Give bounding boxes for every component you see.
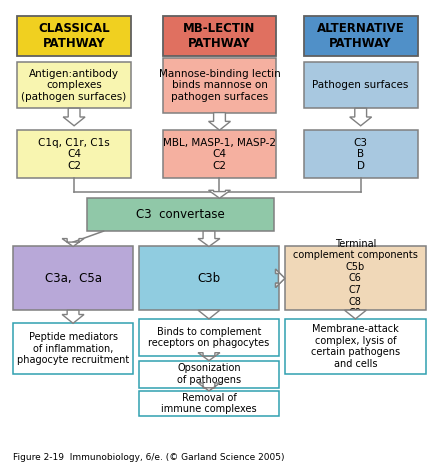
Polygon shape (208, 190, 230, 198)
FancyBboxPatch shape (303, 16, 417, 56)
Text: C3b: C3b (197, 272, 220, 285)
Text: C1q, C1r, C1s
C4
C2: C1q, C1r, C1s C4 C2 (38, 138, 110, 171)
Text: Terminal
complement components
C5b
C6
C7
C8
C9: Terminal complement components C5b C6 C7… (292, 238, 417, 318)
Text: Antigen:antibody
complexes
(pathogen surfaces): Antigen:antibody complexes (pathogen sur… (21, 68, 127, 102)
FancyBboxPatch shape (13, 323, 133, 374)
Polygon shape (208, 113, 230, 130)
FancyBboxPatch shape (139, 361, 278, 388)
FancyBboxPatch shape (17, 130, 131, 178)
FancyBboxPatch shape (303, 62, 417, 108)
Polygon shape (349, 108, 371, 126)
Polygon shape (63, 108, 85, 126)
Text: CLASSICAL
PATHWAY: CLASSICAL PATHWAY (38, 22, 110, 50)
FancyBboxPatch shape (17, 62, 131, 108)
FancyBboxPatch shape (284, 319, 425, 374)
FancyBboxPatch shape (87, 198, 274, 231)
FancyBboxPatch shape (139, 319, 278, 356)
Text: Binds to complement
receptors on phagocytes: Binds to complement receptors on phagocy… (148, 327, 269, 348)
Polygon shape (275, 269, 284, 287)
Polygon shape (275, 269, 284, 287)
Text: Figure 2-19  Immunobiology, 6/e. (© Garland Science 2005): Figure 2-19 Immunobiology, 6/e. (© Garla… (13, 453, 284, 462)
FancyBboxPatch shape (162, 16, 276, 56)
FancyBboxPatch shape (303, 130, 417, 178)
FancyBboxPatch shape (162, 58, 276, 113)
Text: Membrane-attack
complex, lysis of
certain pathogens
and cells: Membrane-attack complex, lysis of certai… (310, 324, 399, 369)
FancyBboxPatch shape (139, 391, 278, 416)
Text: C3a,  C5a: C3a, C5a (44, 272, 101, 285)
FancyBboxPatch shape (17, 16, 131, 56)
Polygon shape (198, 231, 219, 246)
Text: Pathogen surfaces: Pathogen surfaces (312, 80, 408, 90)
Text: MB-LECTIN
PATHWAY: MB-LECTIN PATHWAY (183, 22, 255, 50)
Polygon shape (344, 310, 366, 319)
Polygon shape (198, 383, 219, 391)
Polygon shape (198, 310, 219, 319)
Text: C3
B
D: C3 B D (353, 138, 367, 171)
Text: C3  convertase: C3 convertase (136, 208, 224, 221)
FancyBboxPatch shape (162, 130, 276, 178)
Polygon shape (62, 238, 84, 246)
Text: Mannose-binding lectin
binds mannose on
pathogen surfaces: Mannose-binding lectin binds mannose on … (158, 68, 280, 102)
Text: Removal of
immune complexes: Removal of immune complexes (161, 393, 256, 414)
FancyBboxPatch shape (139, 246, 278, 310)
FancyBboxPatch shape (13, 246, 133, 310)
Polygon shape (198, 353, 219, 361)
Text: Peptide mediators
of inflammation,
phagocyte recruitment: Peptide mediators of inflammation, phago… (17, 332, 129, 365)
Text: ALTERNATIVE
PATHWAY: ALTERNATIVE PATHWAY (316, 22, 404, 50)
FancyBboxPatch shape (284, 246, 425, 310)
Text: MBL, MASP-1, MASP-2
C4
C2: MBL, MASP-1, MASP-2 C4 C2 (162, 138, 276, 171)
Polygon shape (62, 310, 84, 323)
Text: Opsonization
of pathogens: Opsonization of pathogens (177, 363, 240, 385)
